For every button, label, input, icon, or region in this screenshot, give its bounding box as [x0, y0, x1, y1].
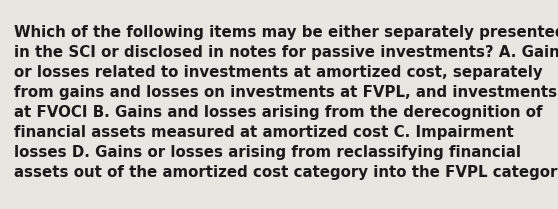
Text: Which of the following items may be either separately presented
in the SCI or di: Which of the following items may be eith… [14, 25, 558, 180]
